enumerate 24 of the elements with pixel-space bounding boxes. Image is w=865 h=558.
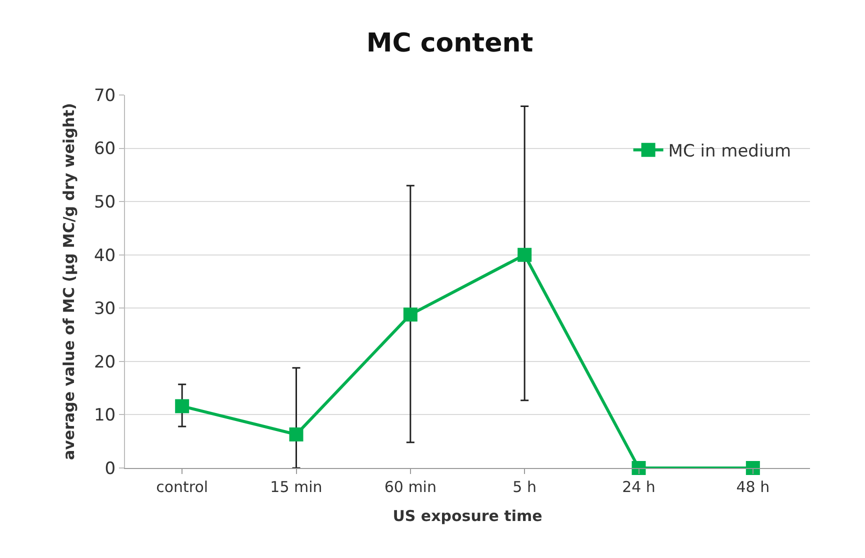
point [175, 399, 190, 414]
chart-title: MC content [366, 28, 534, 59]
point [403, 308, 418, 322]
y-tick-label: 30 [94, 299, 116, 320]
y-tick-label: 60 [94, 139, 116, 160]
x-tick-label: control [156, 478, 208, 496]
point [518, 248, 532, 262]
x-tick-label: 24 h [622, 478, 656, 496]
x-tick-label: 15 min [270, 478, 322, 496]
y-tick-label: 0 [104, 458, 116, 479]
y-tick-label: 50 [94, 192, 116, 213]
x-tick-label: 5 h [512, 478, 536, 496]
y-tick-label: 70 [94, 86, 116, 106]
x-tick-label: 48 h [736, 478, 770, 496]
point [289, 427, 304, 442]
x-tick-label: 60 min [384, 478, 436, 496]
point [746, 461, 760, 475]
legend-label: MC in medium [668, 141, 792, 162]
y-tick-label: 10 [94, 406, 116, 426]
point [632, 461, 646, 475]
y-tick-label: 40 [94, 246, 116, 266]
y-tick-label: 20 [94, 352, 116, 372]
x-axis-title: US exposure time [392, 507, 542, 525]
y-axis-title: average value of MC (μg MC/g dry weight) [60, 102, 78, 460]
